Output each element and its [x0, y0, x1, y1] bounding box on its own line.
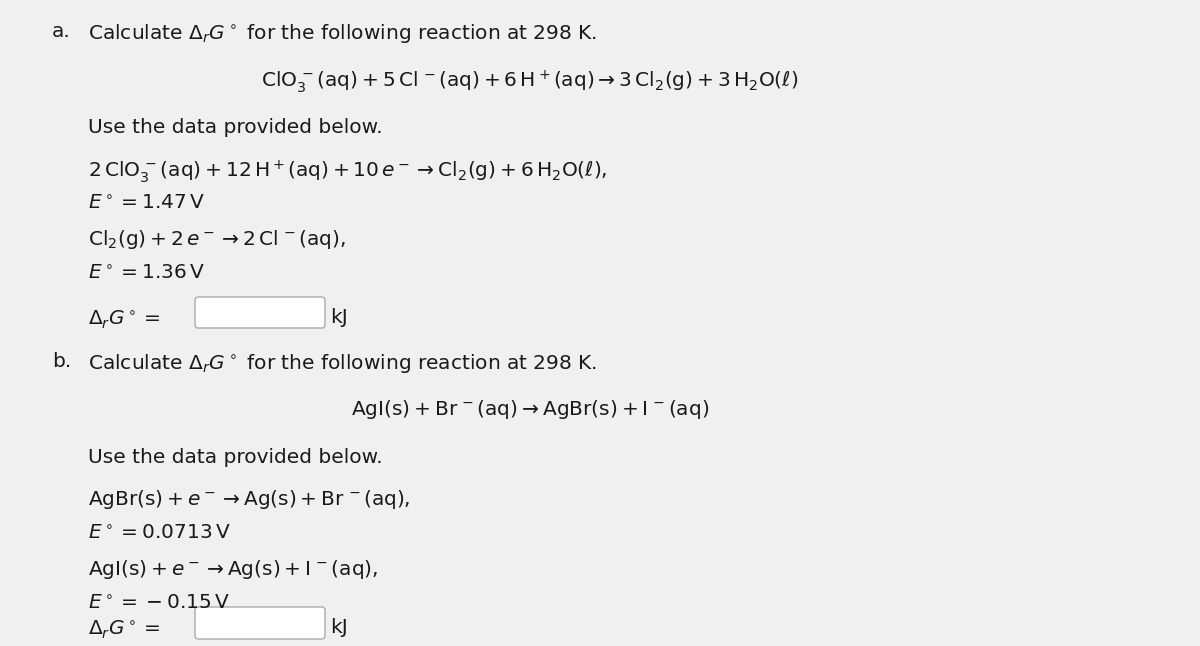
Text: $\mathrm{Cl_2(g)} + 2\,e^- \rightarrow 2\,\mathrm{Cl^{\,-}}\mathrm{(aq)},$: $\mathrm{Cl_2(g)} + 2\,e^- \rightarrow 2… — [88, 228, 346, 251]
Text: $E^\circ = 0.0713\,\mathrm{V}$: $E^\circ = 0.0713\,\mathrm{V}$ — [88, 524, 230, 543]
Text: Calculate $\Delta_r G^\circ$ for the following reaction at 298 K.: Calculate $\Delta_r G^\circ$ for the fol… — [88, 352, 596, 375]
Text: Use the data provided below.: Use the data provided below. — [88, 448, 383, 467]
Text: $E^\circ = 1.47\,\mathrm{V}$: $E^\circ = 1.47\,\mathrm{V}$ — [88, 194, 205, 213]
Text: $\mathrm{AgBr(s)} + e^- \rightarrow \mathrm{Ag(s)} + \mathrm{Br^{\,-}}\mathrm{(a: $\mathrm{AgBr(s)} + e^- \rightarrow \mat… — [88, 488, 410, 511]
Text: kJ: kJ — [330, 308, 348, 327]
Text: a.: a. — [52, 22, 71, 41]
Text: Calculate $\Delta_r G^\circ$ for the following reaction at 298 K.: Calculate $\Delta_r G^\circ$ for the fol… — [88, 22, 596, 45]
Text: $E^\circ = 1.36\,\mathrm{V}$: $E^\circ = 1.36\,\mathrm{V}$ — [88, 264, 205, 283]
Text: b.: b. — [52, 352, 71, 371]
Text: $\Delta_r G^\circ =$: $\Delta_r G^\circ =$ — [88, 308, 161, 330]
Text: $\Delta_r G^\circ =$: $\Delta_r G^\circ =$ — [88, 618, 161, 640]
Text: $\mathrm{AgI(s)} + \mathrm{Br^{\,-}}\mathrm{(aq)} \rightarrow \mathrm{AgBr(s)} +: $\mathrm{AgI(s)} + \mathrm{Br^{\,-}}\mat… — [350, 398, 709, 421]
Text: $2\,\mathrm{ClO_3^{\,-}}\mathrm{(aq)} + 12\,\mathrm{H^+}\mathrm{(aq)} + 10\,e^- : $2\,\mathrm{ClO_3^{\,-}}\mathrm{(aq)} + … — [88, 158, 607, 185]
Text: $\mathrm{ClO_3^{\,-}}\mathrm{(aq)} + 5\,\mathrm{Cl^{\,-}}\mathrm{(aq)} + 6\,\mat: $\mathrm{ClO_3^{\,-}}\mathrm{(aq)} + 5\,… — [262, 68, 799, 95]
Text: $\mathrm{AgI(s)} + e^- \rightarrow \mathrm{Ag(s)} + \mathrm{I^{\,-}}\mathrm{(aq): $\mathrm{AgI(s)} + e^- \rightarrow \math… — [88, 558, 378, 581]
Text: kJ: kJ — [330, 618, 348, 637]
Text: Use the data provided below.: Use the data provided below. — [88, 118, 383, 137]
FancyBboxPatch shape — [194, 607, 325, 639]
FancyBboxPatch shape — [194, 297, 325, 328]
Text: $E^\circ = -0.15\,\mathrm{V}$: $E^\circ = -0.15\,\mathrm{V}$ — [88, 594, 230, 613]
